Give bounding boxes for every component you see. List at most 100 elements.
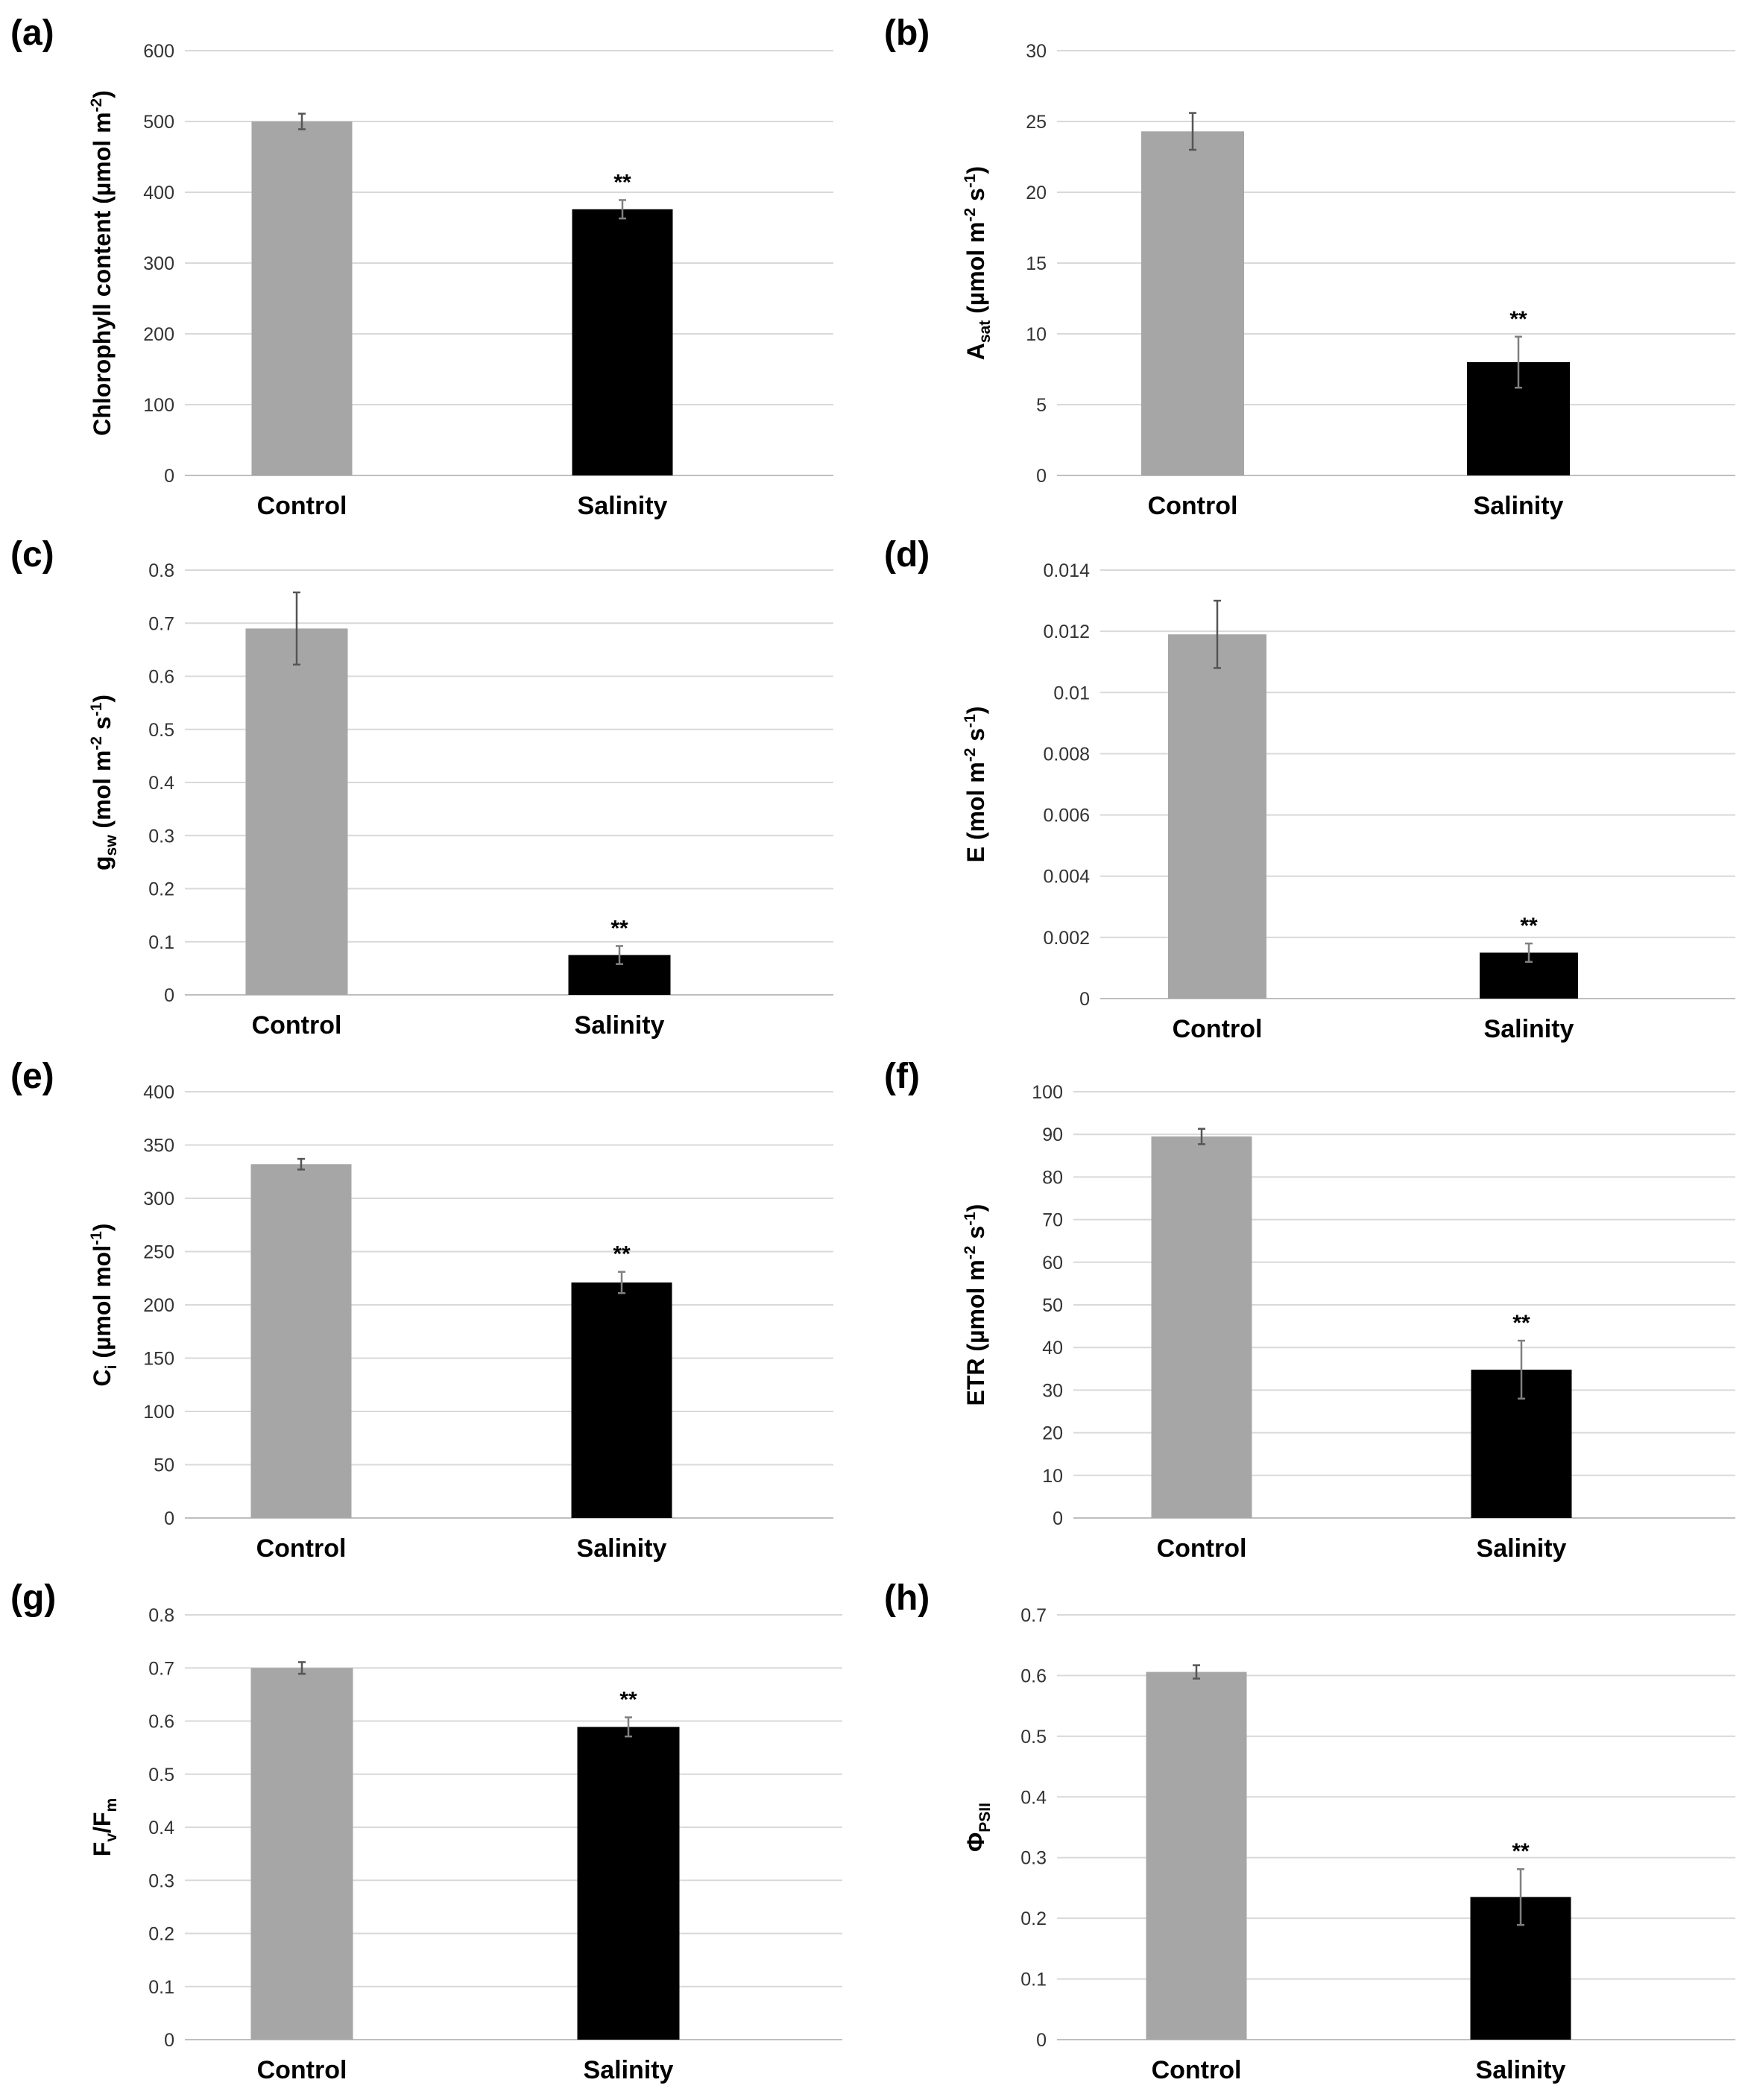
y-tick-label: 0.4 [148,773,174,794]
y-tick-label: 0.5 [1020,1727,1047,1748]
y-tick-label: 0.002 [1043,928,1090,949]
bar-control [1151,1136,1252,1518]
y-tick-label: 90 [1042,1125,1063,1145]
error-bar-control [298,1661,306,1675]
panel-letter: (b) [884,13,930,53]
y-tick-label: 0.6 [1020,1666,1047,1686]
y-tick-label: 0.2 [1020,1908,1047,1929]
y-tick-label: 0.1 [1020,1970,1047,1990]
error-bar-control [1193,1664,1200,1680]
bar-control [1141,131,1244,476]
y-tick-label: 0 [164,985,174,1006]
y-tick-label: 40 [1042,1338,1063,1359]
y-tick-label: 0.014 [1043,560,1090,581]
significance-label: ** [610,916,628,940]
error-bar-salinity [625,1716,632,1738]
panel-b: (b) 0 5 10 15 20 25 30 Control ** Salinity Asat (µm… [884,13,1735,520]
y-tick-label: 400 [143,1082,174,1103]
y-tick-label: 350 [143,1136,174,1157]
y-tick-label: 500 [143,112,174,133]
significance-label: ** [613,170,631,194]
y-tick-label: 300 [143,1189,174,1209]
error-bar-salinity [619,199,626,220]
panel-letter: (h) [884,1578,930,1618]
y-tick-label: 0 [1036,466,1047,487]
panel-letter: (c) [10,535,54,575]
y-tick-label: 15 [1026,253,1047,274]
y-tick-label: 150 [143,1349,174,1370]
y-axis-title: Ci (µmol mol-1) [88,1224,120,1387]
x-tick-label: Control [1173,1015,1263,1043]
y-tick-label: 0.6 [148,667,174,688]
panel-d: (d) 0 0.002 0.004 0.006 0.008 0.01 0.012 0.014 Co… [884,535,1735,1043]
y-tick-label: 0.3 [148,1870,174,1891]
y-tick-label: 250 [143,1242,174,1263]
significance-label: ** [1509,307,1527,332]
y-tick-label: 0.2 [148,1924,174,1945]
y-tick-label: 0 [164,466,174,487]
y-tick-label: 0.012 [1043,622,1090,642]
error-bar-salinity [1525,942,1533,963]
panel-c: (c) 0 0.1 0.2 0.3 0.4 0.5 0.6 0.7 0.8 Control ** Sal… [10,535,833,1040]
error-bar-salinity [616,945,623,965]
x-tick-label: Salinity [1477,1534,1567,1563]
significance-label: ** [1512,1311,1530,1335]
y-tick-label: 0.8 [148,1605,174,1626]
panel-f: (f) 0 10 20 30 40 50 60 70 80 90 100 Control ** Salini… [884,1057,1735,1563]
panel-e: (e) 0 50 100 150 200 250 300 350 400 Control ** Sali… [10,1057,833,1563]
panel-letter: (g) [10,1578,56,1618]
error-bar-salinity [1518,1339,1525,1400]
y-tick-label: 0.1 [148,1977,174,1998]
bar-control [250,1164,352,1518]
x-tick-label: Control [256,1534,347,1563]
y-tick-label: 0.7 [148,1658,174,1679]
y-axis-title: ΦPSII [962,1803,994,1852]
y-tick-label: 0.01 [1053,683,1090,703]
y-tick-label: 0 [1036,2030,1047,2051]
x-tick-label: Salinity [1484,1015,1574,1043]
significance-label: ** [1520,914,1538,938]
x-tick-label: Control [257,492,347,520]
significance-label: ** [619,1688,637,1712]
bar-salinity [571,1282,672,1518]
y-axis-title: E (mol m-2 s-1) [962,706,989,863]
y-tick-label: 10 [1042,1466,1063,1487]
bar-control [1168,634,1266,999]
y-tick-label: 0 [164,2030,174,2051]
y-tick-label: 0.1 [148,932,174,953]
error-bar-salinity [1517,1867,1524,1926]
y-tick-label: 0.5 [148,720,174,741]
y-tick-label: 200 [143,1295,174,1316]
bar-salinity [577,1727,680,2040]
y-tick-label: 20 [1026,183,1047,203]
y-tick-label: 100 [143,395,174,416]
y-tick-label: 0 [1079,989,1090,1010]
y-tick-label: 0 [1053,1508,1063,1529]
y-tick-label: 600 [143,41,174,62]
error-bar-control [297,1157,305,1171]
error-bar-control [1198,1128,1205,1145]
x-tick-label: Salinity [577,1534,667,1563]
panel-letter: (f) [884,1057,920,1096]
y-tick-label: 400 [143,183,174,203]
y-tick-label: 30 [1026,41,1047,62]
y-tick-label: 30 [1042,1380,1063,1401]
y-tick-label: 0.3 [1020,1848,1047,1869]
x-tick-label: Control [1157,1534,1247,1563]
bar-salinity [572,209,673,475]
panel-g: (g) 0 0.1 0.2 0.3 0.4 0.5 0.6 0.7 0.8 Control ** Sal… [10,1578,842,2084]
panel-letter: (d) [884,535,930,575]
error-bar-control [298,113,306,130]
y-tick-label: 0.4 [1020,1787,1047,1808]
y-tick-label: 80 [1042,1167,1063,1188]
y-axis-title: Fv/Fm [89,1798,120,1856]
bar-control [250,1668,353,2040]
panel-h: (h) 0 0.1 0.2 0.3 0.4 0.5 0.6 0.7 Control ** Salini… [884,1578,1735,2084]
x-tick-label: Control [252,1011,342,1040]
y-tick-label: 60 [1042,1253,1063,1274]
error-bar-salinity [1515,335,1522,389]
x-tick-label: Salinity [1474,492,1564,520]
y-tick-label: 100 [1032,1082,1063,1103]
error-bar-control [1214,599,1221,669]
panel-letter: (e) [10,1057,54,1096]
